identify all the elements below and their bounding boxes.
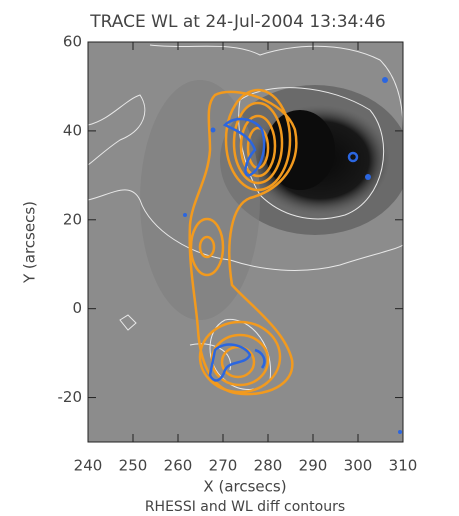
caption: RHESSI and WL diff contours [145,499,345,515]
y-tick-label: 40 [63,121,82,139]
y-tick-label: -20 [58,388,83,406]
x-tick-label: 260 [164,457,193,475]
x-tick-label: 290 [299,457,328,475]
y-axis-label: Y (arcsecs) [21,201,39,284]
x-tick-label: 250 [119,457,148,475]
x-tick-label: 300 [344,457,373,475]
x-tick-label: 270 [209,457,238,475]
y-tick-label: 0 [72,299,82,317]
x-tick-label: 240 [74,457,103,475]
x-axis-label: X (arcsecs) [203,478,286,496]
x-tick-label: 310 [389,457,418,475]
y-tick-label: 60 [63,33,82,51]
chart-title: TRACE WL at 24-Jul-2004 13:34:46 [89,12,385,32]
chart: TRACE WL at 24-Jul-2004 13:34:46 X [0,0,459,516]
x-tick-label: 280 [254,457,283,475]
image [88,42,410,442]
y-tick-label: 20 [63,210,82,228]
